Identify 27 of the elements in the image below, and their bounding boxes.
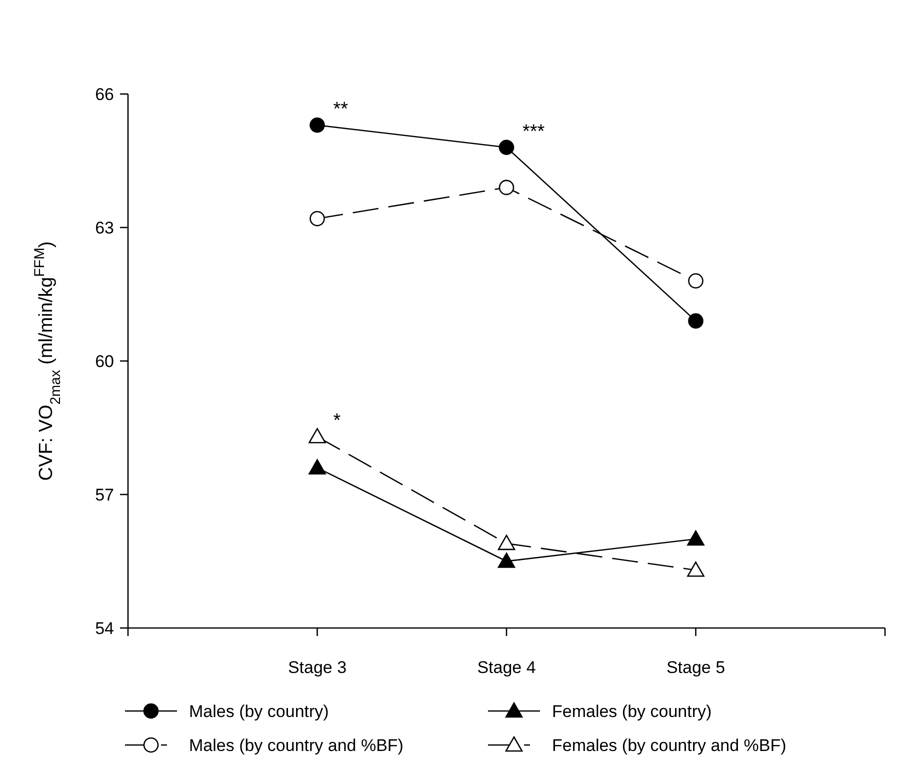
x-tick-label: Stage 4 xyxy=(477,658,536,677)
point xyxy=(498,140,514,156)
y-tick-label: 60 xyxy=(95,352,114,371)
annotation: *** xyxy=(522,121,546,142)
point xyxy=(688,273,704,289)
point xyxy=(310,118,325,133)
point xyxy=(688,313,704,329)
annotation: * xyxy=(333,410,342,432)
y-tick-label: 66 xyxy=(95,84,114,104)
point xyxy=(308,428,326,444)
x-tick-label: Stage 5 xyxy=(666,658,726,677)
point xyxy=(687,562,704,577)
y-tick-label: 63 xyxy=(95,218,114,238)
legend-label: Males (by country and %BF) xyxy=(189,736,404,755)
point xyxy=(308,459,326,474)
legend-label: Males (by country) xyxy=(189,702,329,721)
legend-label: Females (by country) xyxy=(552,702,712,721)
y-tick-label: 54 xyxy=(95,618,114,638)
point xyxy=(498,180,514,196)
point xyxy=(498,552,516,568)
x-tick-label: Stage 3 xyxy=(288,658,347,677)
annotation: ** xyxy=(333,99,349,120)
y-tick-label: 57 xyxy=(95,485,114,504)
point xyxy=(687,530,704,546)
point xyxy=(310,210,325,226)
legend-label: Females (by country and %BF) xyxy=(552,736,786,755)
point xyxy=(498,534,516,550)
